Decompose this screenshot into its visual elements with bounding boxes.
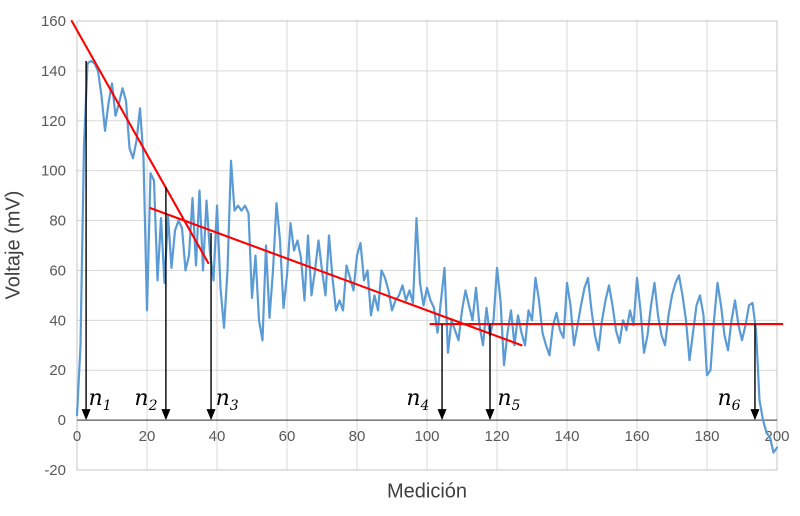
y-tick-label-160: 160 xyxy=(41,13,66,30)
annotation-arrowhead-n5 xyxy=(485,409,495,421)
y-tick-label--20: -20 xyxy=(44,462,66,479)
annotation-arrowhead-n4 xyxy=(437,409,447,421)
x-tick-label-160: 160 xyxy=(624,428,649,445)
x-axis-title: Medición xyxy=(386,480,468,503)
data-series-line xyxy=(75,59,779,454)
annotation-arrowhead-n1 xyxy=(81,409,91,421)
annotation-label-n5: n5 xyxy=(497,386,520,414)
trend-segment-2 xyxy=(149,207,523,347)
annotation-arrowhead-n3 xyxy=(206,409,216,421)
annotation-arrowhead-n2 xyxy=(161,409,171,421)
y-tick-label-0: 0 xyxy=(58,412,66,429)
x-tick-label-180: 180 xyxy=(694,428,719,445)
y-tick-label-140: 140 xyxy=(41,63,66,80)
y-axis-title: Voltaje (mV) xyxy=(2,190,25,300)
y-tick-label-60: 60 xyxy=(49,262,66,279)
trend-segment-1 xyxy=(70,19,210,265)
x-tick-label-80: 80 xyxy=(349,428,366,445)
y-tick-label-20: 20 xyxy=(49,362,66,379)
x-tick-label-20: 20 xyxy=(139,428,156,445)
annotation-label-n6: n6 xyxy=(718,386,741,414)
x-tick-label-100: 100 xyxy=(414,428,439,445)
y-tick-label-100: 100 xyxy=(41,163,66,180)
annotation-arrowhead-n6 xyxy=(750,409,760,421)
annotation-label-n2: n2 xyxy=(134,386,157,414)
plot-border xyxy=(76,20,778,471)
y-tick-label-120: 120 xyxy=(41,113,66,130)
x-tick-label-0: 0 xyxy=(73,428,81,445)
x-tick-label-60: 60 xyxy=(279,428,296,445)
x-tick-label-120: 120 xyxy=(484,428,509,445)
x-tick-label-40: 40 xyxy=(209,428,226,445)
annotation-label-n4: n4 xyxy=(406,386,429,414)
annotation-label-n3: n3 xyxy=(216,386,239,414)
y-tick-label-80: 80 xyxy=(49,213,66,230)
annotation-label-n1: n1 xyxy=(89,386,112,414)
y-tick-label-40: 40 xyxy=(49,312,66,329)
x-tick-label-140: 140 xyxy=(554,428,579,445)
